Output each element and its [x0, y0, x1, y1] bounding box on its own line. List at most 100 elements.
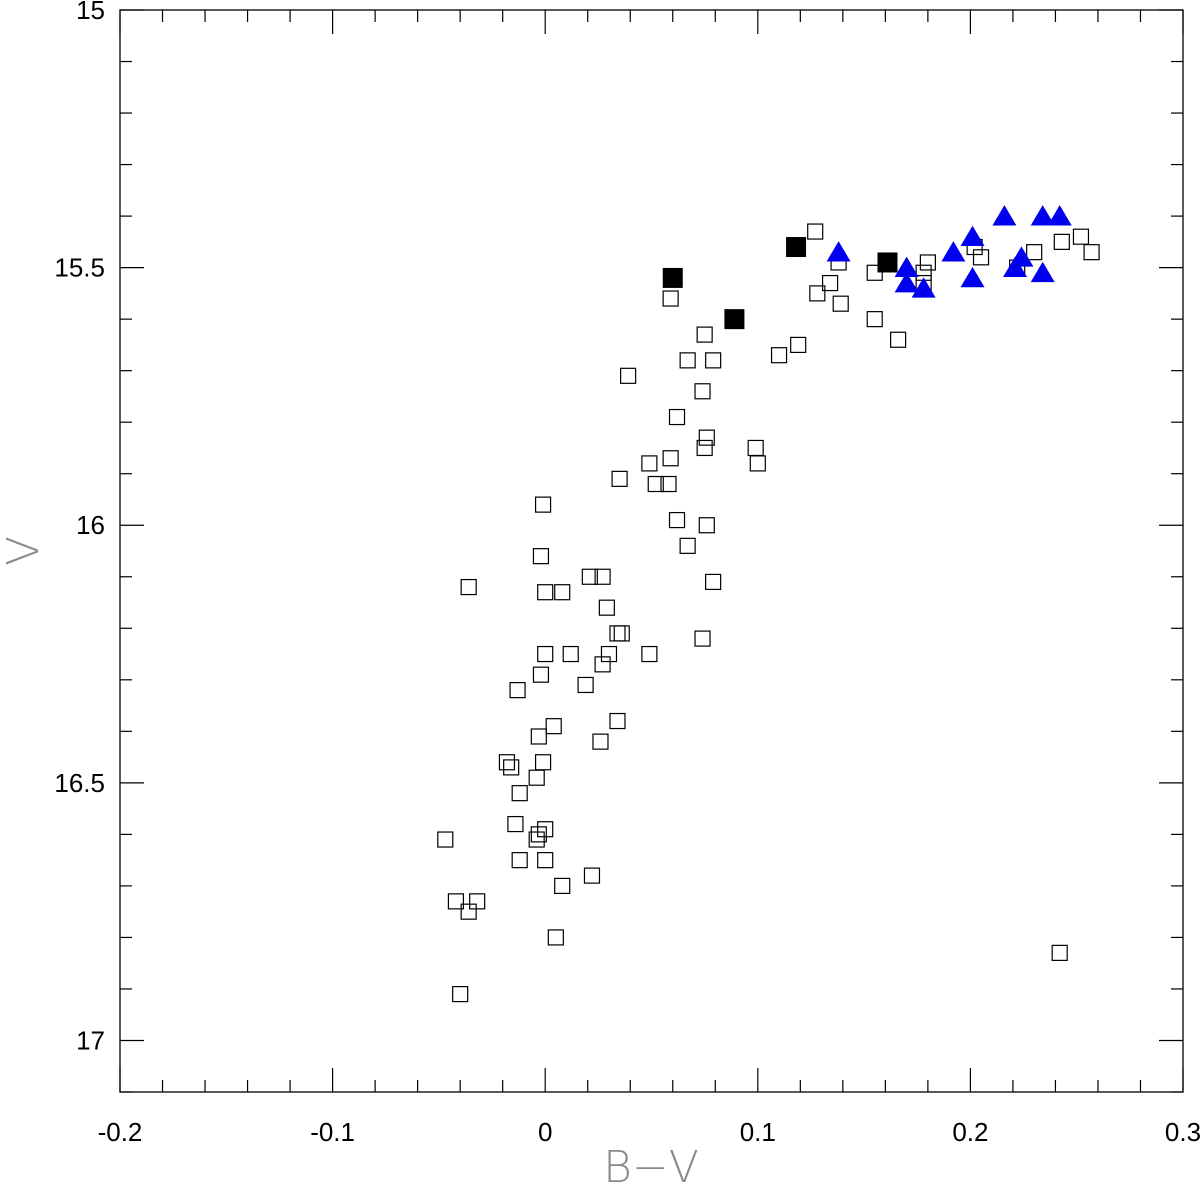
open-square-point	[662, 450, 679, 467]
triangle-point	[1003, 256, 1028, 277]
open-square-point	[537, 584, 554, 601]
open-square-point	[809, 285, 826, 302]
open-square-point	[611, 470, 628, 487]
open-square-point	[547, 929, 564, 946]
triangle-point	[941, 241, 966, 262]
open-square-point	[498, 754, 516, 771]
open-square-point	[1083, 244, 1100, 261]
open-square-point	[460, 903, 477, 920]
x-tick-label: -0.1	[310, 1117, 355, 1147]
open-square-point	[598, 599, 615, 616]
open-square-point	[537, 821, 554, 838]
open-square-point	[528, 831, 545, 848]
open-square-point	[507, 815, 524, 833]
open-square-point	[647, 475, 664, 493]
plot-frame	[119, 9, 1184, 1093]
triangle-point	[992, 205, 1017, 226]
open-square-point	[534, 496, 552, 513]
filled-square-point	[724, 309, 745, 330]
open-square-point	[662, 290, 679, 307]
open-square-point	[790, 336, 807, 354]
open-square-point	[460, 578, 477, 596]
open-square-point	[613, 625, 630, 642]
x-tick-label: 0	[538, 1117, 552, 1147]
open-square-point	[537, 852, 554, 869]
y-tick-label: 16	[76, 510, 105, 540]
open-square-point	[554, 584, 571, 601]
open-square-point	[696, 439, 713, 457]
y-axis-title: V	[0, 536, 49, 566]
data-points	[437, 205, 1100, 1003]
open-square-point	[532, 548, 550, 565]
open-square-point	[698, 429, 715, 446]
open-square-point	[972, 249, 990, 266]
open-square-point	[537, 645, 554, 663]
filled-square-point	[877, 252, 898, 273]
open-square-point	[821, 274, 839, 292]
open-square-point	[641, 455, 658, 472]
open-square-point	[620, 367, 637, 384]
open-square-point	[705, 352, 722, 369]
open-square-point	[668, 511, 686, 529]
open-square-point	[749, 455, 766, 472]
triangle-point	[911, 277, 936, 298]
triangle-point	[894, 256, 919, 277]
open-square-point	[694, 630, 711, 647]
open-square-point	[705, 573, 722, 591]
y-tick-label: 17	[76, 1025, 105, 1055]
open-square-point	[577, 676, 594, 694]
triangle-point	[826, 241, 851, 262]
open-square-point	[530, 728, 547, 745]
open-square-point	[511, 852, 528, 869]
open-square-point	[609, 712, 626, 730]
filled-square-point	[786, 237, 807, 258]
triangle-point	[1030, 205, 1055, 226]
open-square-point	[679, 537, 696, 554]
open-square-point	[600, 645, 618, 663]
open-square-point	[679, 352, 696, 369]
triangle-point	[960, 266, 985, 288]
open-square-point	[581, 568, 598, 585]
open-square-point	[696, 326, 713, 343]
open-square-point	[545, 718, 562, 735]
open-square-point	[694, 383, 711, 400]
y-tick-label: 15	[76, 0, 105, 25]
triangle-point	[1047, 205, 1072, 226]
open-square-point	[890, 331, 907, 348]
filled-square-point	[662, 267, 683, 288]
x-tick-label: 0.2	[952, 1117, 988, 1147]
open-square-point	[1072, 228, 1090, 245]
triangle-point	[960, 225, 985, 247]
open-square-point	[532, 666, 550, 683]
x-tick-label: 0.3	[1165, 1117, 1200, 1147]
x-tick-label: -0.2	[98, 1117, 143, 1147]
open-square-point	[698, 517, 715, 534]
open-square-point	[807, 223, 824, 240]
open-square-point	[583, 867, 601, 884]
y-tick-label: 16.5	[54, 768, 105, 798]
open-square-point	[668, 408, 686, 426]
x-tick-label: 0.1	[740, 1117, 776, 1147]
open-square-point	[609, 625, 626, 642]
open-square-point	[594, 656, 611, 673]
open-square-point	[866, 311, 883, 328]
open-square-point	[528, 769, 545, 786]
triangle-point	[894, 272, 919, 293]
open-square-point	[509, 682, 526, 699]
y-tick-label: 15.5	[54, 253, 105, 283]
open-square-point	[437, 831, 454, 848]
open-square-point	[530, 826, 547, 843]
open-square-point	[554, 877, 571, 895]
axis-ticks	[119, 9, 1184, 1093]
x-axis-title: B−V	[603, 1142, 699, 1193]
open-square-point	[452, 986, 469, 1003]
open-square-point	[562, 645, 579, 663]
open-square-point	[660, 475, 677, 493]
open-square-point	[469, 893, 486, 910]
open-square-point	[594, 568, 611, 585]
open-square-point	[770, 347, 788, 364]
open-square-point	[641, 645, 658, 663]
open-square-point	[534, 754, 552, 771]
open-square-point	[447, 893, 465, 910]
